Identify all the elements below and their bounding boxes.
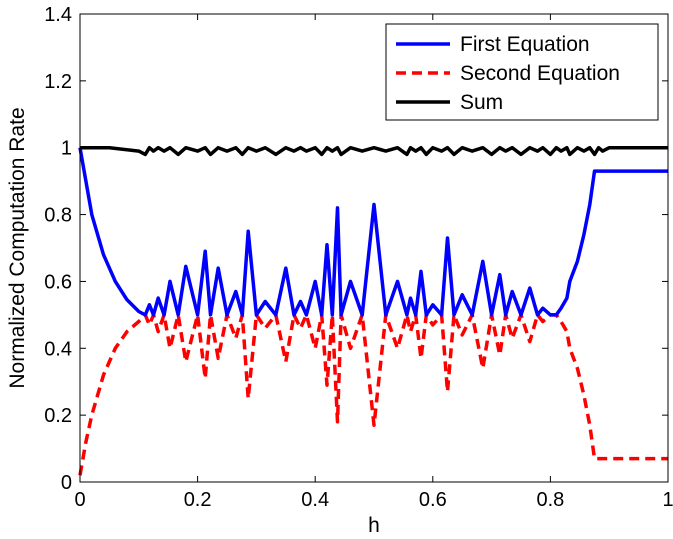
x-tick-label: 0.4 bbox=[301, 489, 329, 511]
y-tick-label: 0 bbox=[61, 472, 72, 494]
x-tick-label: 0.8 bbox=[536, 489, 564, 511]
y-tick-label: 0.8 bbox=[44, 205, 72, 227]
y-tick-label: 1 bbox=[61, 138, 72, 160]
legend: First Equation Second Equation Sum bbox=[385, 23, 659, 121]
x-tick-label: 0.6 bbox=[419, 489, 447, 511]
y-axis-ticks: 0 0.2 0.4 0.6 0.8 1 1.2 1.4 bbox=[44, 4, 668, 494]
y-tick-label: 0.6 bbox=[44, 271, 72, 293]
series-line-first-equation bbox=[78, 147, 668, 317]
plot-area bbox=[78, 145, 668, 476]
y-tick-label: 0.2 bbox=[44, 405, 72, 427]
legend-label: First Equation bbox=[460, 33, 590, 56]
x-tick-label: 1 bbox=[662, 489, 673, 511]
y-axis-label: Normalized Computation Rate bbox=[6, 107, 29, 388]
legend-label: Sum bbox=[460, 91, 503, 114]
y-tick-label: 1.4 bbox=[44, 4, 72, 26]
y-tick-label: 1.2 bbox=[44, 71, 72, 93]
legend-label: Second Equation bbox=[460, 62, 620, 85]
x-axis-ticks: 0 0.2 0.4 0.6 0.8 1 bbox=[74, 14, 673, 511]
series-line-second-equation bbox=[78, 313, 668, 476]
series-line-sum bbox=[80, 145, 668, 157]
x-axis-label: h bbox=[368, 514, 380, 537]
y-tick-label: 0.4 bbox=[44, 338, 72, 360]
x-tick-label: 0 bbox=[74, 489, 85, 511]
x-tick-label: 0.2 bbox=[184, 489, 212, 511]
axes-frame bbox=[79, 13, 669, 483]
